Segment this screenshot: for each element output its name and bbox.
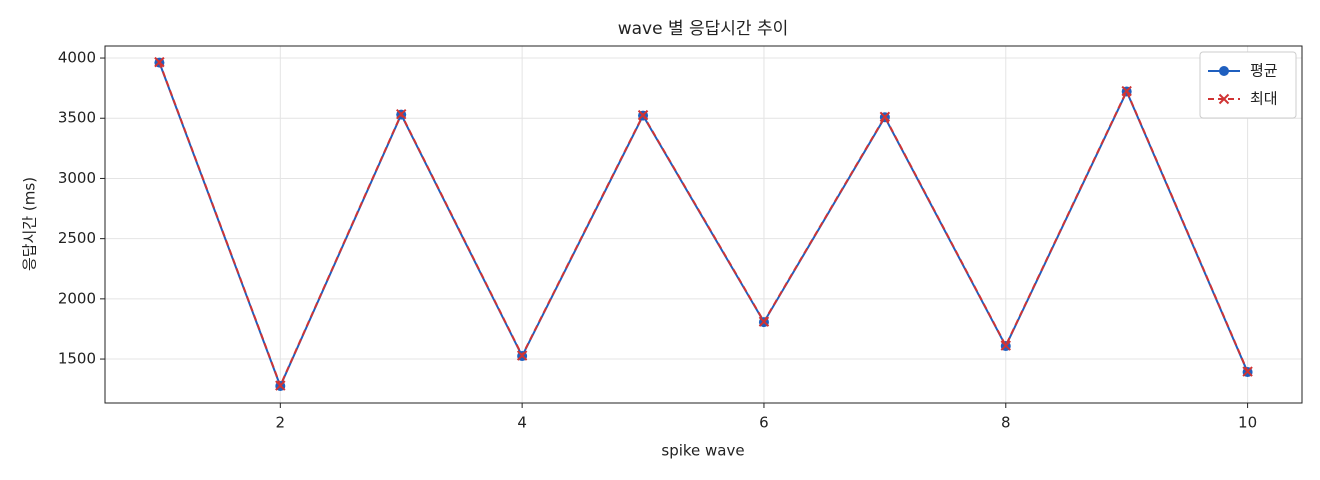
y-tick-label: 1500 (58, 350, 96, 368)
x-tick-label: 8 (1001, 414, 1011, 432)
x-tick-label: 6 (759, 414, 769, 432)
point (396, 108, 407, 120)
x-tick-label: 10 (1238, 414, 1257, 432)
point (154, 56, 165, 68)
x-tick-label: 4 (517, 414, 527, 432)
legend-box (1199, 51, 1297, 119)
y-tick-label: 2500 (58, 229, 96, 247)
y-tick-label: 3000 (58, 169, 96, 187)
legend-marker (1218, 93, 1230, 105)
point (758, 316, 770, 327)
y-axis-label: 응답시간 (ms) (21, 177, 39, 271)
series-line (158, 62, 1249, 389)
legend-marker (1219, 66, 1229, 76)
chart-title: wave 별 응답시간 추이 (618, 19, 789, 39)
x-axis-label: spike wave (661, 442, 744, 460)
y-tick-label: 3500 (58, 109, 96, 127)
legend-label: 최대 (1250, 90, 1278, 108)
plot-frame (104, 45, 1303, 404)
point (516, 350, 528, 361)
point (1121, 85, 1132, 97)
point (1242, 366, 1253, 377)
legend-label: 평균 (1250, 62, 1278, 80)
series-line (158, 61, 1249, 389)
point (637, 109, 649, 121)
x-tick-label: 2 (276, 414, 286, 432)
y-tick-label: 4000 (58, 49, 96, 67)
point (275, 380, 286, 391)
y-tick-label: 2000 (58, 289, 96, 307)
point (879, 111, 891, 123)
point (1000, 340, 1011, 351)
